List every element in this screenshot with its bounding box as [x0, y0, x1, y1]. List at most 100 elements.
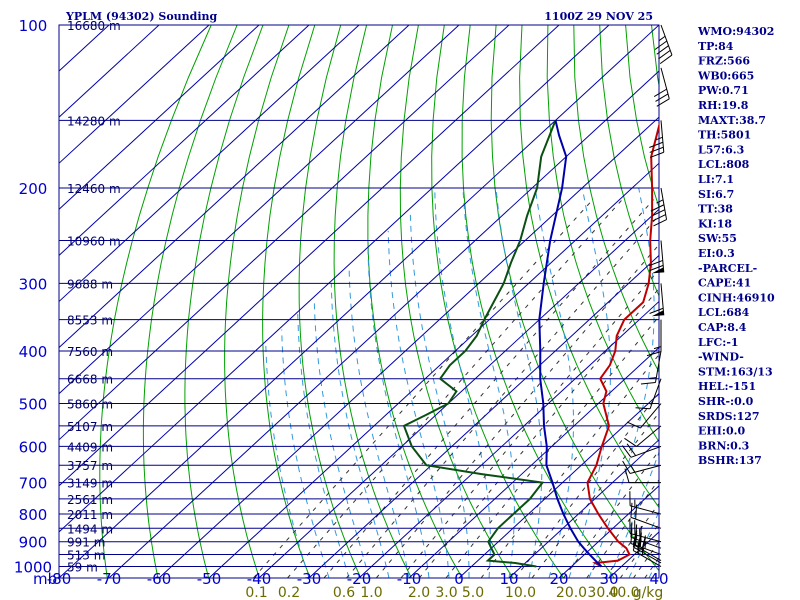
isotherm-line [408, 346, 659, 578]
isotherm-line [59, 25, 210, 164]
barb-flag [656, 98, 670, 107]
mixing-ratio-line [514, 392, 659, 578]
barb-half-flag [630, 465, 636, 473]
dry-adiabat-line [262, 25, 316, 578]
moist-adiabat-line [348, 267, 410, 578]
height-labels: 16680 m 14280 m 12460 m 10960 m 9688 m 8553 m… [67, 19, 121, 575]
index-entry: TT:38 [698, 203, 733, 216]
height-label: 16680 m [67, 19, 121, 33]
height-label: 3149 m [67, 477, 113, 491]
moist-adiabat-line [367, 249, 430, 578]
mixing-ratio-line [253, 199, 594, 578]
mixing-ratio-label: 40.0 [608, 585, 639, 600]
height-label: 2561 m [67, 493, 113, 507]
barb-half-flag [656, 199, 664, 204]
index-entry: -WIND- [698, 351, 744, 364]
wind-barb [648, 240, 665, 274]
barb-staff [640, 403, 662, 429]
height-label: 8553 m [67, 314, 113, 328]
height-label: 10960 m [67, 234, 121, 248]
moist-adiabat-line [588, 187, 655, 578]
barb-flag [655, 93, 669, 102]
barb-flag [649, 264, 664, 272]
isotherm-line [59, 25, 560, 487]
wind-barb [621, 443, 662, 458]
wind-barb [629, 491, 662, 515]
temperature-tick-label: -30 [297, 570, 322, 588]
pressure-tick-label: 900 [19, 534, 48, 552]
pressure-tick-label: 700 [19, 475, 48, 493]
wind-barb [649, 283, 665, 317]
wind-barb [626, 403, 662, 429]
mixing-ratio-label: 0.2 [278, 585, 300, 600]
height-label: 4409 m [67, 440, 113, 454]
isotherm-line [59, 25, 510, 441]
index-entry: EI:0.3 [698, 247, 735, 260]
temperature-tick-label: 20 [549, 570, 568, 588]
height-label: 991 m [67, 536, 105, 550]
index-entry: KI:18 [698, 217, 732, 230]
height-label: 9688 m [67, 277, 113, 291]
barb-flag [649, 141, 664, 148]
isotherm-line [108, 70, 659, 578]
moist-adiabat-line [387, 230, 450, 578]
dry-adiabat-line [99, 25, 212, 578]
moist-adiabat-line [313, 298, 370, 578]
isotherm-line [258, 208, 659, 578]
mixing-ratio-axis-labels: 0.1 0.2 0.6 1.0 2.0 3.0 5.0 10.0 20.0 30.040.0g/k… [245, 585, 663, 600]
isotherm-line [358, 300, 659, 578]
barb-staff [633, 550, 662, 567]
barb-flag [630, 522, 633, 538]
wind-barb [624, 425, 662, 447]
height-label: 59 m [67, 561, 98, 575]
barb-flag [659, 54, 673, 65]
barb-flag [626, 421, 641, 429]
barb-staff [629, 532, 662, 543]
pressure-axis-labels: 100 200 300 400 500 600 700 800 900 1000 [14, 17, 52, 577]
pressure-tick-label: 400 [19, 343, 48, 361]
barb-flag [658, 49, 671, 60]
isotherm-line [59, 25, 460, 395]
mixing-ratio-line [531, 412, 659, 578]
barb-flag [649, 307, 664, 314]
index-entry: TH:5801 [698, 129, 751, 142]
temperature-tick-label: -70 [97, 570, 122, 588]
moist-adiabat-line [409, 210, 470, 578]
barb-half-flag [649, 377, 657, 379]
temperature-tick-label: 40 [649, 570, 668, 588]
mixing-ratio-label: 0.6 [333, 585, 355, 600]
wind-barb [622, 460, 662, 474]
barb-flag [650, 151, 664, 158]
isobars [58, 24, 660, 579]
index-entry: SHR-:0.0 [698, 395, 754, 408]
mixing-ratio-label: 0.1 [245, 585, 267, 600]
index-entry: LCL:684 [698, 306, 750, 319]
barb-flag [635, 407, 651, 410]
barb-staff [629, 505, 662, 515]
moist-adiabat-line [265, 342, 310, 578]
temperature-axis-labels: -80 -70 -60 -50 -40 -30 -20 -10 0 10 20 30 40 [47, 570, 669, 588]
temperature-tick-label: 10 [499, 570, 518, 588]
index-entry: -PARCEL- [698, 262, 757, 275]
barb-staff [649, 378, 662, 409]
index-entry: CINH:46910 [698, 291, 775, 304]
barb-flag [640, 382, 656, 385]
barb-staff [630, 536, 662, 549]
barb-staff [629, 464, 662, 474]
index-entry: RH:19.8 [698, 99, 749, 112]
index-entry: STM:163/13 [698, 365, 773, 378]
barb-staff [660, 187, 668, 220]
dry-adiabat-line [367, 25, 463, 578]
mixing-ratio-label: 20.0 [556, 585, 587, 600]
index-entry: L57:6.3 [698, 143, 744, 156]
dry-adiabat-line [431, 25, 565, 578]
height-label: 513 m [67, 548, 105, 562]
wind-barb [646, 319, 662, 357]
index-entry: CAPE:41 [698, 277, 751, 290]
isotherm-line [59, 25, 360, 303]
barb-staff [654, 350, 662, 383]
dry-adiabat-line [224, 25, 290, 578]
barb-staff [630, 516, 662, 529]
index-entry: SI:6.7 [698, 188, 734, 201]
